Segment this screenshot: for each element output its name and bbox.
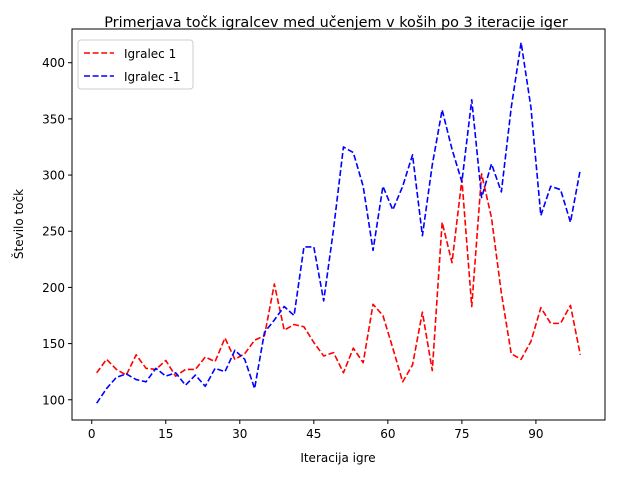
x-tick-label: 15 <box>158 427 173 441</box>
x-tick-label: 60 <box>380 427 395 441</box>
y-tick-label: 100 <box>42 393 65 407</box>
chart-title: Primerjava točk igralcev med učenjem v k… <box>104 15 568 31</box>
x-tick-label: 75 <box>454 427 469 441</box>
y-tick-label: 350 <box>42 112 65 126</box>
y-axis-label: Število točk <box>11 189 26 259</box>
y-axis: 100 150 200 250 300 350 400 <box>42 56 72 407</box>
plot-area-frame <box>71 28 606 421</box>
x-tick-label: 90 <box>528 427 543 441</box>
x-tick-label: 30 <box>232 427 247 441</box>
y-tick-label: 300 <box>42 169 65 183</box>
x-tick-label: 0 <box>88 427 96 441</box>
x-axis-label: Iteracija igre <box>300 451 375 465</box>
legend-label-igralec-minus-1: Igralec -1 <box>124 70 181 84</box>
legend-label-igralec-1: Igralec 1 <box>124 47 176 61</box>
x-tick-label: 45 <box>306 427 321 441</box>
y-tick-label: 400 <box>42 56 65 70</box>
x-axis: 0 15 30 45 60 75 90 <box>88 420 544 441</box>
y-tick-label: 150 <box>42 337 65 351</box>
series-layer <box>96 41 582 404</box>
y-tick-label: 200 <box>42 281 65 295</box>
series-line-igralec-minus-1 <box>96 41 582 404</box>
y-tick-label: 250 <box>42 225 65 239</box>
legend: Igralec 1 Igralec -1 <box>77 39 194 90</box>
